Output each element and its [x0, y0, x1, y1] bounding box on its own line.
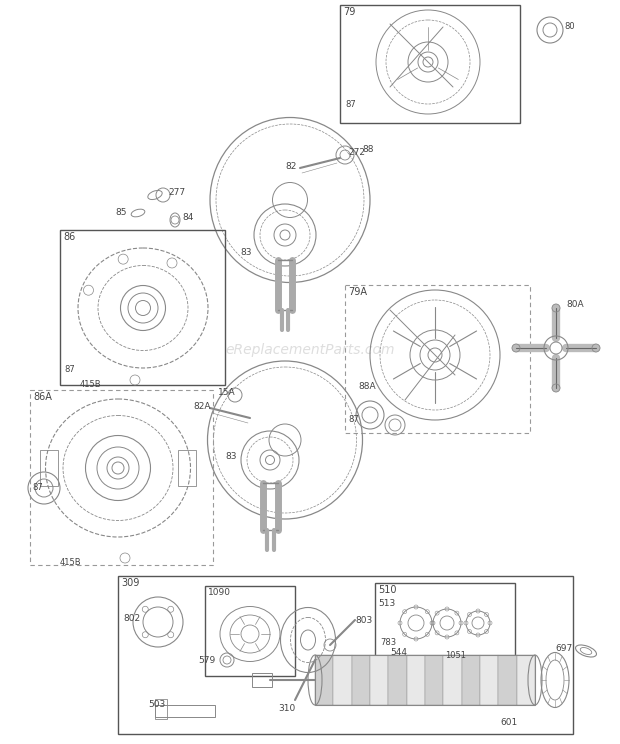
Text: 510: 510	[378, 585, 397, 595]
Text: 415B: 415B	[80, 380, 102, 389]
Bar	[443, 655, 462, 705]
Text: 503: 503	[148, 700, 166, 709]
Text: 697: 697	[555, 644, 572, 653]
Text: 272: 272	[348, 148, 365, 157]
Bar	[375, 583, 515, 671]
Text: 84: 84	[182, 213, 193, 222]
Text: 82: 82	[285, 162, 296, 171]
Text: 83: 83	[225, 452, 236, 461]
Text: 83: 83	[240, 248, 252, 257]
Text: 1051: 1051	[445, 651, 466, 660]
Bar	[340, 5, 520, 123]
Text: 579: 579	[198, 656, 215, 665]
Text: 1090: 1090	[208, 588, 231, 597]
Bar	[516, 655, 535, 705]
Text: 601: 601	[500, 718, 517, 727]
Text: 87: 87	[32, 483, 43, 492]
Bar	[425, 655, 443, 705]
Bar	[345, 285, 530, 433]
Text: 277: 277	[168, 188, 185, 197]
Bar	[480, 655, 498, 705]
Bar	[370, 655, 388, 705]
Text: 79A: 79A	[348, 287, 367, 297]
Text: 86A: 86A	[33, 392, 52, 402]
Text: 309: 309	[121, 578, 140, 588]
Bar	[498, 655, 516, 705]
Text: 415B: 415B	[60, 558, 82, 567]
Bar	[40, 450, 58, 486]
Text: 79: 79	[343, 7, 355, 17]
Text: 88: 88	[362, 145, 373, 154]
Text: 803: 803	[355, 616, 372, 625]
Text: eReplacementParts.com: eReplacementParts.com	[225, 343, 395, 356]
Bar	[30, 390, 213, 565]
Bar	[155, 699, 167, 719]
Bar	[60, 230, 225, 385]
Bar	[178, 450, 196, 486]
Text: 87: 87	[348, 415, 359, 424]
Bar	[205, 586, 295, 676]
Text: 86: 86	[63, 232, 75, 242]
Bar	[407, 655, 425, 705]
Text: 87: 87	[64, 365, 75, 374]
Bar	[334, 655, 352, 705]
Text: 544: 544	[390, 648, 407, 657]
Bar	[388, 655, 407, 705]
Text: 783: 783	[380, 638, 396, 647]
Text: 82A: 82A	[193, 402, 211, 411]
Text: 88A: 88A	[358, 382, 376, 391]
Text: 513: 513	[378, 599, 396, 608]
Bar	[352, 655, 370, 705]
Text: 80: 80	[564, 22, 575, 31]
Bar	[118, 576, 573, 734]
Text: 80A: 80A	[566, 300, 583, 309]
Bar	[315, 655, 535, 705]
Bar	[252, 673, 272, 687]
Bar	[155, 705, 215, 717]
Bar	[462, 655, 480, 705]
Text: 85: 85	[115, 208, 126, 217]
Text: 802: 802	[123, 614, 140, 623]
Bar	[315, 655, 334, 705]
Text: 15A: 15A	[218, 388, 236, 397]
Text: 87: 87	[345, 100, 356, 109]
Text: 310: 310	[278, 704, 295, 713]
